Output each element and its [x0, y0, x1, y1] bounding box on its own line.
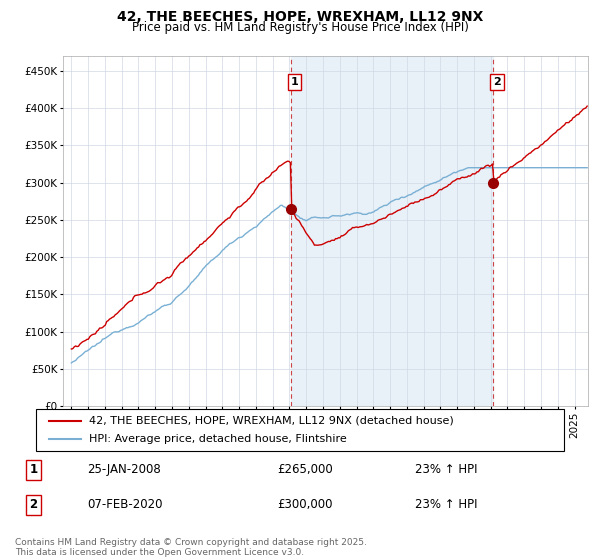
Text: 07-FEB-2020: 07-FEB-2020 — [87, 498, 163, 511]
Text: 1: 1 — [291, 77, 299, 87]
Text: 1: 1 — [29, 463, 37, 477]
Text: 42, THE BEECHES, HOPE, WREXHAM, LL12 9NX (detached house): 42, THE BEECHES, HOPE, WREXHAM, LL12 9NX… — [89, 416, 454, 426]
Bar — [290, 56, 493, 406]
Text: Price paid vs. HM Land Registry's House Price Index (HPI): Price paid vs. HM Land Registry's House … — [131, 21, 469, 34]
Text: 2: 2 — [29, 498, 37, 511]
Text: 42, THE BEECHES, HOPE, WREXHAM, LL12 9NX: 42, THE BEECHES, HOPE, WREXHAM, LL12 9NX — [117, 10, 483, 24]
Text: 23% ↑ HPI: 23% ↑ HPI — [415, 463, 478, 477]
Text: Contains HM Land Registry data © Crown copyright and database right 2025.
This d: Contains HM Land Registry data © Crown c… — [15, 538, 367, 557]
Text: 25-JAN-2008: 25-JAN-2008 — [87, 463, 161, 477]
Text: HPI: Average price, detached house, Flintshire: HPI: Average price, detached house, Flin… — [89, 434, 347, 444]
Text: 23% ↑ HPI: 23% ↑ HPI — [415, 498, 478, 511]
FancyBboxPatch shape — [36, 409, 564, 451]
Text: £265,000: £265,000 — [277, 463, 333, 477]
Text: 2: 2 — [493, 77, 501, 87]
Text: £300,000: £300,000 — [277, 498, 332, 511]
